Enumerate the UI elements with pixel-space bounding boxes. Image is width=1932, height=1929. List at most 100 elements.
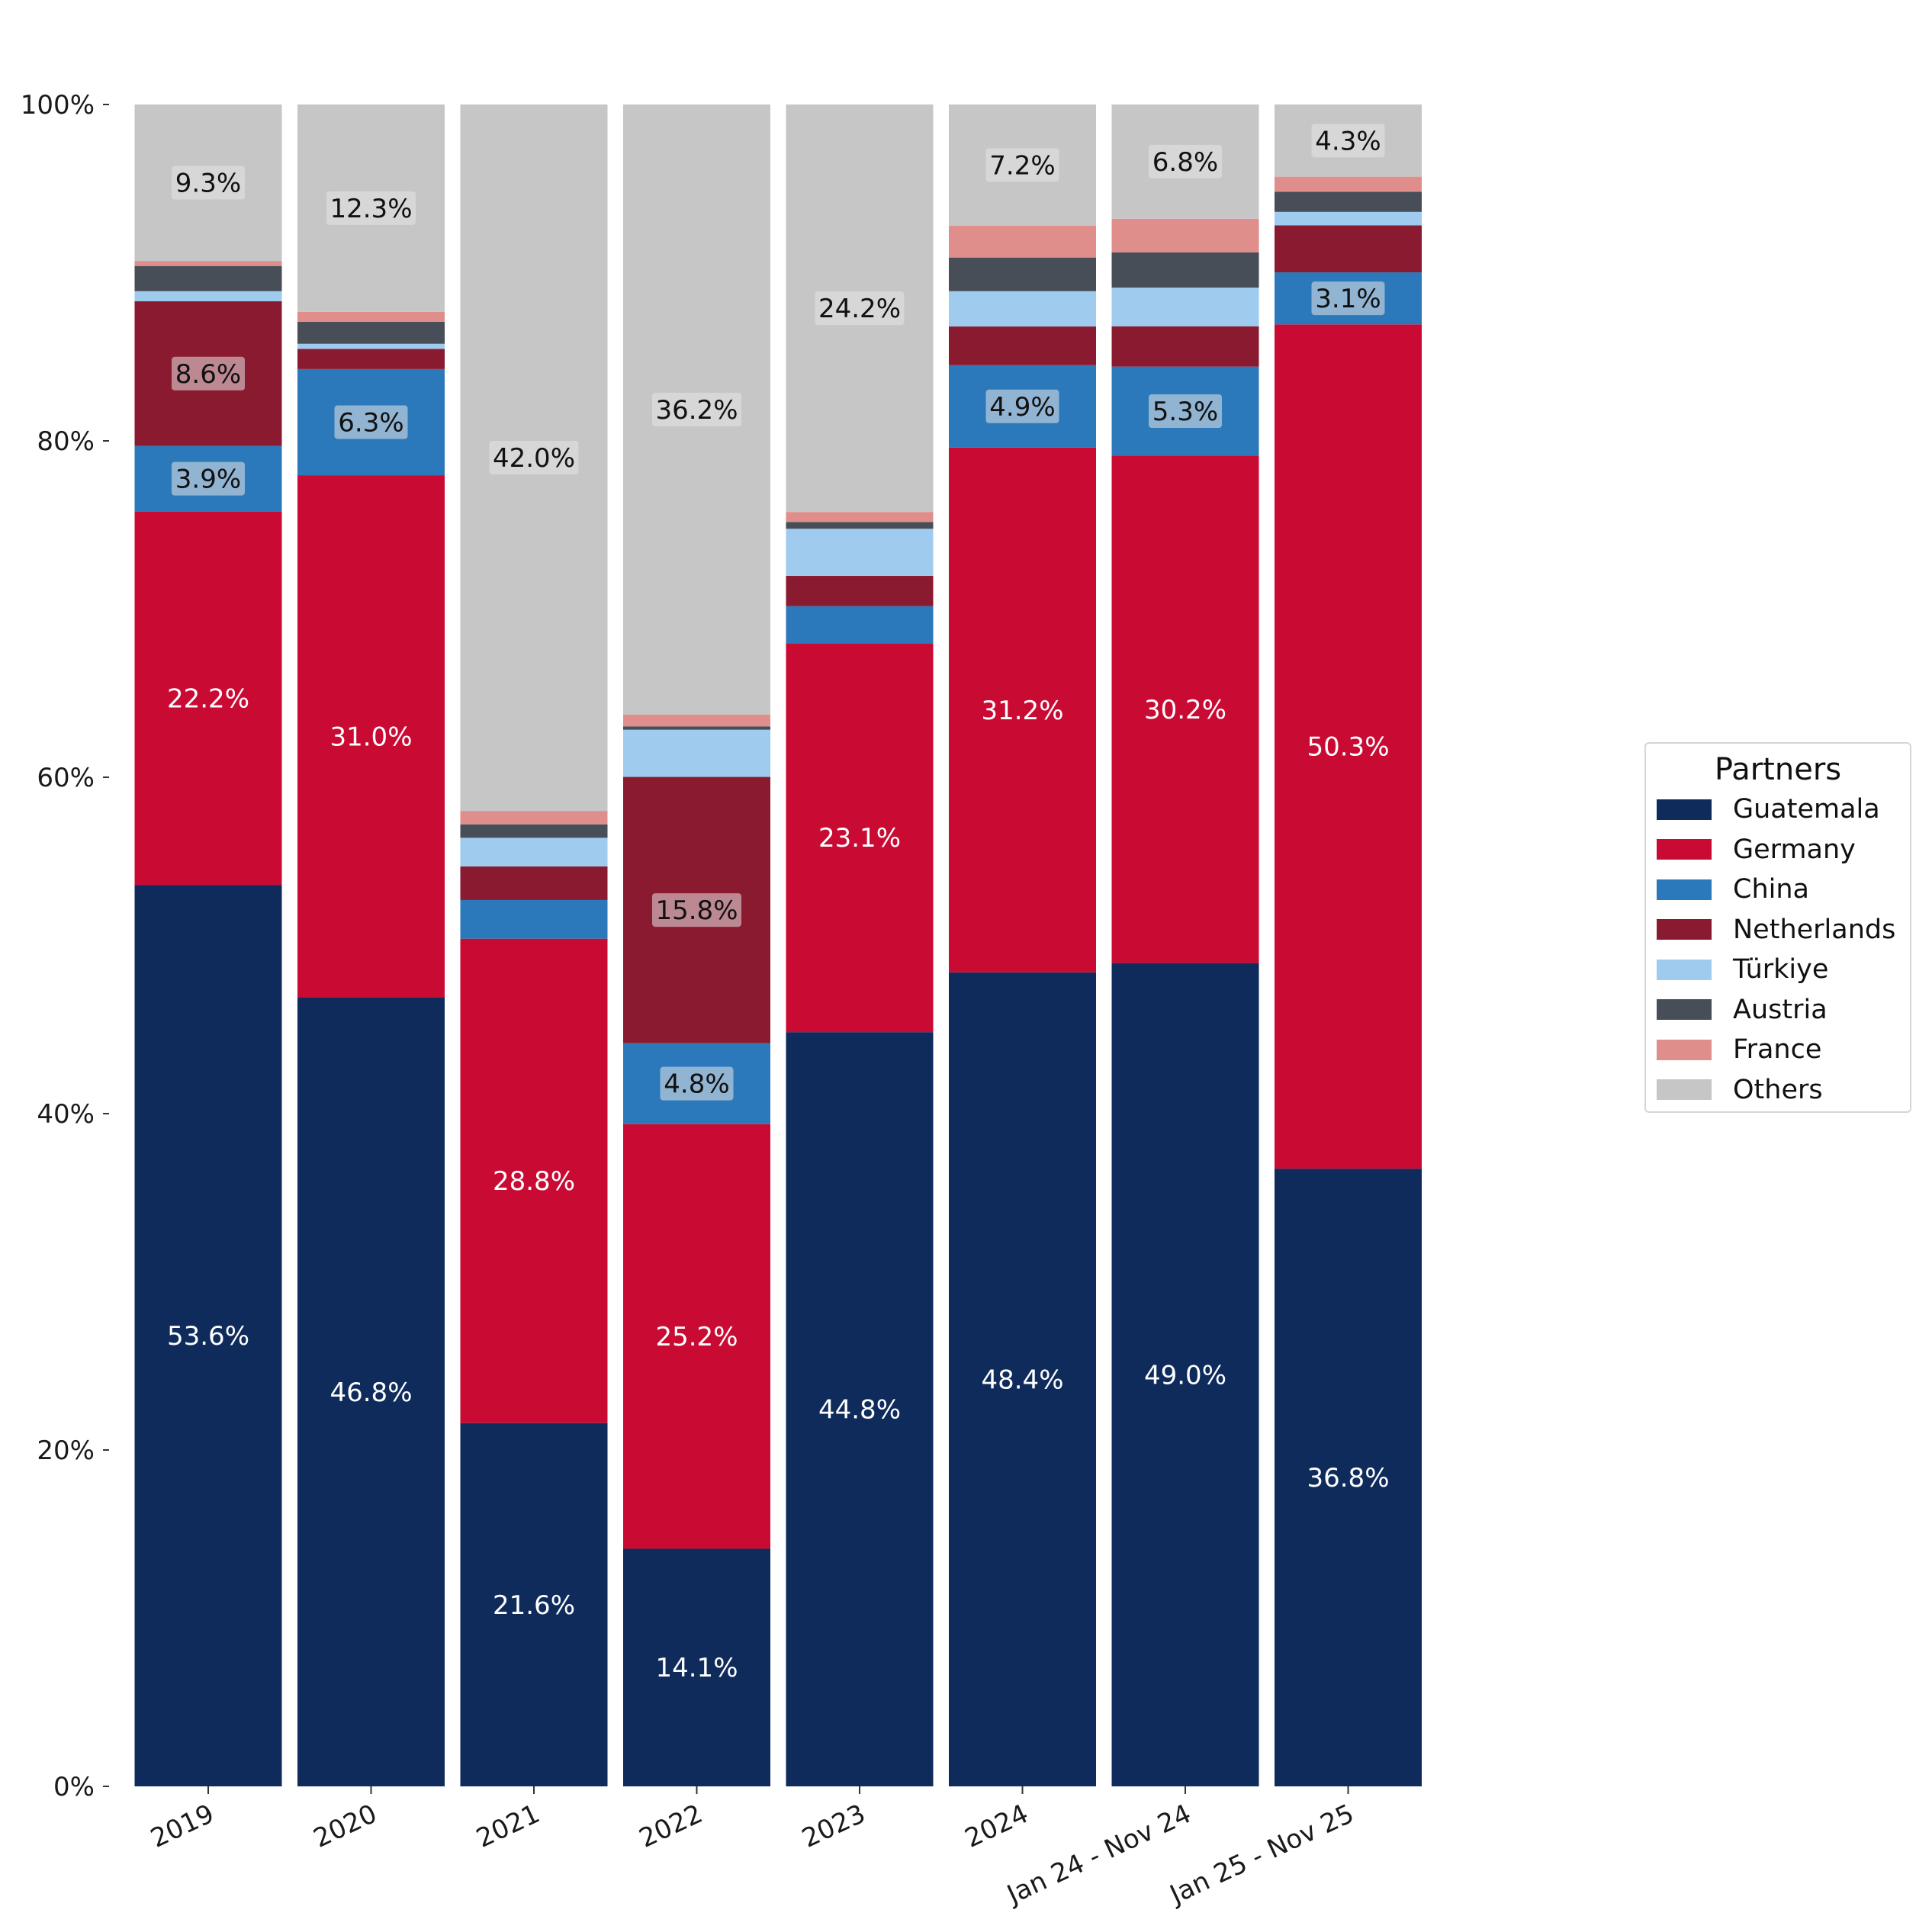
segment-label-bg bbox=[172, 356, 245, 391]
bar-segment bbox=[1275, 324, 1422, 1169]
segment-label: 3.1% bbox=[1315, 284, 1381, 314]
segment-label: 30.2% bbox=[1144, 695, 1226, 725]
legend-swatch bbox=[1657, 919, 1712, 940]
bar-segment bbox=[786, 529, 934, 577]
segment-label-bg bbox=[326, 191, 416, 225]
legend-label: Guatemala bbox=[1733, 794, 1880, 825]
legend-item: Austria bbox=[1646, 990, 1910, 1030]
bar-segment bbox=[134, 885, 282, 1786]
segment-label: 23.1% bbox=[818, 823, 901, 854]
bar-segment bbox=[623, 1548, 770, 1786]
x-tick-label: 2021 bbox=[471, 1799, 544, 1854]
segment-label: 22.2% bbox=[167, 683, 249, 714]
legend-item: Guatemala bbox=[1646, 789, 1910, 830]
segment-label: 8.6% bbox=[175, 359, 241, 390]
segment-label: 53.6% bbox=[167, 1321, 249, 1352]
segment-label: 25.2% bbox=[655, 1322, 738, 1352]
x-tick-label: Jan 24 - Nov 24 bbox=[1001, 1799, 1196, 1911]
bar-segment bbox=[460, 1423, 608, 1786]
bar-segment bbox=[460, 811, 608, 825]
bar-segment bbox=[949, 291, 1096, 327]
x-tick-label: 2024 bbox=[960, 1799, 1033, 1854]
bar-segment bbox=[949, 225, 1096, 258]
bar-stack bbox=[623, 104, 770, 1786]
bar-stack bbox=[786, 104, 934, 1786]
segment-label: 6.3% bbox=[338, 407, 403, 438]
segment-label-bg bbox=[652, 893, 741, 928]
bar-stack bbox=[1275, 104, 1422, 1786]
segment-label-bg bbox=[815, 291, 905, 326]
x-tick-label: Jan 25 - Nov 25 bbox=[1164, 1799, 1358, 1911]
bar-segment bbox=[949, 257, 1096, 291]
bar-segment bbox=[1111, 218, 1259, 252]
y-tick-label: 100% bbox=[21, 90, 95, 121]
bar-segment bbox=[1111, 326, 1259, 367]
y-tick-label: 20% bbox=[37, 1435, 95, 1466]
segment-labels: 53.6% 22.2% 3.9% 8.6% 9.3% 46.8% 31.0% 6.3% 12.3… bbox=[167, 124, 1390, 1683]
segment-label-bg bbox=[660, 1066, 734, 1101]
bar-segment bbox=[1275, 176, 1422, 192]
y-tick-label: 60% bbox=[37, 763, 95, 793]
bar-segment bbox=[460, 824, 608, 838]
bar-segment bbox=[623, 726, 770, 730]
bar-segment bbox=[786, 512, 934, 522]
bar-segment bbox=[786, 643, 934, 1033]
bar-segment bbox=[949, 447, 1096, 973]
legend-swatch bbox=[1657, 799, 1712, 820]
segment-label: 42.0% bbox=[493, 443, 575, 474]
legend-label: Germany bbox=[1733, 834, 1856, 865]
x-tick-label: 2023 bbox=[797, 1799, 870, 1854]
segment-label: 4.8% bbox=[664, 1069, 729, 1100]
bar-stack bbox=[949, 104, 1096, 1786]
segment-label: 48.4% bbox=[981, 1365, 1063, 1395]
x-tick-label: 2020 bbox=[309, 1799, 381, 1854]
bar-stacks bbox=[134, 104, 1422, 1786]
legend-label: Others bbox=[1733, 1074, 1823, 1105]
y-axis: 0% 20% 40% 60% 80% 100% bbox=[21, 90, 109, 1802]
bar-segment bbox=[460, 838, 608, 866]
bar-segment bbox=[134, 265, 282, 291]
bar-segment bbox=[1111, 455, 1259, 963]
bar-segment bbox=[1275, 1169, 1422, 1786]
segment-label: 44.8% bbox=[818, 1395, 901, 1426]
segment-label: 28.8% bbox=[493, 1166, 575, 1197]
legend-item: Türkiye bbox=[1646, 950, 1910, 990]
legend-label: Austria bbox=[1733, 994, 1828, 1025]
bar-segment bbox=[460, 866, 608, 900]
legend: Partners Guatemala Germany China Netherland… bbox=[1644, 742, 1911, 1113]
legend-label: Netherlands bbox=[1733, 914, 1896, 945]
segment-label-bg bbox=[334, 405, 408, 439]
bar-segment bbox=[134, 511, 282, 886]
segment-label-bg bbox=[1149, 144, 1222, 178]
bar-segment bbox=[297, 475, 445, 998]
legend-label: China bbox=[1733, 874, 1809, 905]
segment-label-bg bbox=[985, 389, 1059, 423]
legend-item: Others bbox=[1646, 1070, 1910, 1111]
segment-label: 4.3% bbox=[1315, 126, 1381, 156]
bar-stack bbox=[1111, 104, 1259, 1786]
segment-label: 31.2% bbox=[981, 696, 1063, 726]
legend-swatch bbox=[1657, 959, 1712, 980]
bar-segment bbox=[786, 1032, 934, 1786]
segment-label: 31.0% bbox=[330, 722, 412, 753]
segment-label: 15.8% bbox=[655, 895, 738, 926]
segment-label: 46.8% bbox=[330, 1378, 412, 1408]
segment-label-bg bbox=[652, 392, 741, 426]
segment-label: 49.0% bbox=[1144, 1360, 1226, 1390]
bar-segment bbox=[1111, 963, 1259, 1786]
bar-segment bbox=[1275, 225, 1422, 273]
bar-segment bbox=[297, 997, 445, 1786]
segment-label: 3.9% bbox=[175, 465, 241, 495]
bar-segment bbox=[460, 938, 608, 1423]
y-tick-label: 40% bbox=[37, 1099, 95, 1130]
legend-item: Germany bbox=[1646, 830, 1910, 870]
segment-label: 36.2% bbox=[655, 395, 738, 426]
bar-segment bbox=[297, 322, 445, 344]
segment-label-bg bbox=[985, 148, 1059, 182]
legend-item: China bbox=[1646, 870, 1910, 910]
x-tick-label: 2022 bbox=[635, 1799, 707, 1854]
bar-segment bbox=[1275, 191, 1422, 212]
segment-label: 24.2% bbox=[818, 294, 901, 324]
segment-label: 7.2% bbox=[989, 150, 1055, 181]
